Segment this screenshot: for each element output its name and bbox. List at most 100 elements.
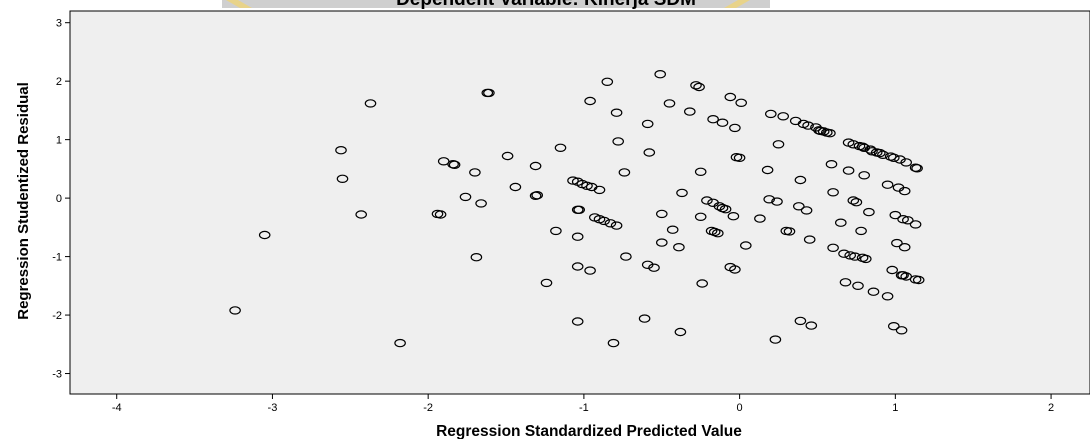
y-tick-label: 2 [56, 76, 62, 88]
scatter-point [858, 171, 870, 180]
title-band-stripe-right [724, 0, 750, 8]
x-tick-label: -4 [112, 402, 122, 414]
scatter-point [584, 266, 596, 275]
scatter-point [554, 143, 567, 152]
scatter-point [827, 188, 839, 197]
scatter-point [501, 151, 514, 161]
scatter-point [571, 317, 584, 326]
scatter-point [573, 205, 585, 214]
scatter-point [772, 140, 785, 149]
x-tick-label: -2 [423, 402, 433, 414]
scatter-point [763, 195, 775, 204]
scatter-point [531, 190, 543, 200]
scatter-point [719, 204, 732, 214]
scatter-point [794, 175, 807, 185]
scatter-point [850, 197, 863, 207]
scatter-point [673, 242, 685, 252]
scatter-point [792, 202, 805, 211]
scatter-point [733, 153, 746, 162]
scatter-point [598, 216, 610, 226]
x-tick-label: 2 [1048, 402, 1054, 414]
scatter-point [739, 241, 752, 250]
scatter-point [469, 168, 481, 177]
scatter-point [683, 107, 696, 116]
scatter-point [724, 92, 737, 102]
scatter-point [701, 196, 713, 205]
scatter-point [620, 252, 632, 261]
scatter-point [355, 210, 367, 219]
x-axis-label: Regression Standardized Predicted Value [436, 423, 742, 439]
scatter-point [693, 82, 705, 92]
scatter-point [604, 219, 617, 228]
scatter-point [571, 262, 584, 271]
scatter-point [394, 338, 406, 348]
scatter-point [567, 176, 579, 185]
scatter-point [855, 226, 867, 236]
plot-area [69, 10, 1090, 395]
scatter-point [711, 228, 724, 238]
scatter-point [881, 292, 894, 301]
scatter-point [849, 252, 861, 261]
scatter-point [898, 242, 911, 252]
scatter-point [459, 192, 472, 202]
scatter-point [258, 230, 271, 240]
scatter-point [886, 265, 898, 275]
scatter-point [483, 88, 495, 98]
scatter-point [708, 227, 721, 237]
scatter-point [584, 96, 596, 106]
scatter-point [859, 254, 872, 264]
scatter-point [618, 168, 631, 177]
scatter-point [509, 182, 522, 192]
scatter-point [864, 145, 877, 154]
y-tick-label: 1 [56, 135, 62, 147]
scatter-point [754, 214, 766, 223]
scatter-point [707, 114, 719, 124]
scatter-point [897, 271, 909, 280]
scatter-point [771, 197, 783, 206]
scatter-point [540, 278, 553, 288]
scatter-point [803, 235, 816, 244]
scatter-point [881, 180, 894, 189]
scatter-point [607, 338, 620, 348]
scatter-point [852, 281, 864, 290]
scatter-point [729, 123, 741, 133]
scatter-point [898, 186, 911, 196]
scatter-point [364, 99, 377, 108]
scatter-point [827, 243, 839, 252]
scatter-point [716, 118, 729, 127]
scatter-point [676, 188, 688, 198]
scatter-point [690, 81, 702, 90]
scatter-point [764, 109, 777, 119]
scatter-point [663, 99, 676, 108]
scatter-point [641, 260, 654, 269]
scatter-point [877, 150, 889, 159]
scatter-point [897, 214, 909, 224]
y-tick-label: 3 [56, 18, 62, 30]
scatter-point [909, 220, 922, 229]
scatter-point [805, 321, 818, 330]
title-band [222, 0, 770, 8]
scatter-point [694, 167, 707, 176]
scatter-point [729, 265, 741, 274]
scatter-point [825, 159, 838, 169]
scatter-point [777, 112, 789, 121]
scatter-point [769, 335, 782, 344]
scatter-point [470, 253, 483, 262]
scatter-point [842, 166, 855, 175]
scatter-point [800, 206, 813, 215]
x-tick-label: -1 [579, 402, 589, 414]
scatter-point [727, 211, 740, 221]
scatter-point [761, 165, 774, 175]
x-tick-label: 0 [737, 402, 743, 414]
scatter-point [900, 158, 912, 167]
scatter-point [735, 98, 747, 108]
x-tick-label: 1 [892, 402, 898, 414]
scatter-point [912, 275, 925, 285]
y-tick-label: -2 [52, 310, 62, 322]
scatter-point [638, 314, 651, 323]
scatter-point [550, 226, 562, 236]
scatter-point [655, 238, 668, 247]
scatter-point [434, 210, 447, 219]
scatter-point [847, 196, 860, 205]
